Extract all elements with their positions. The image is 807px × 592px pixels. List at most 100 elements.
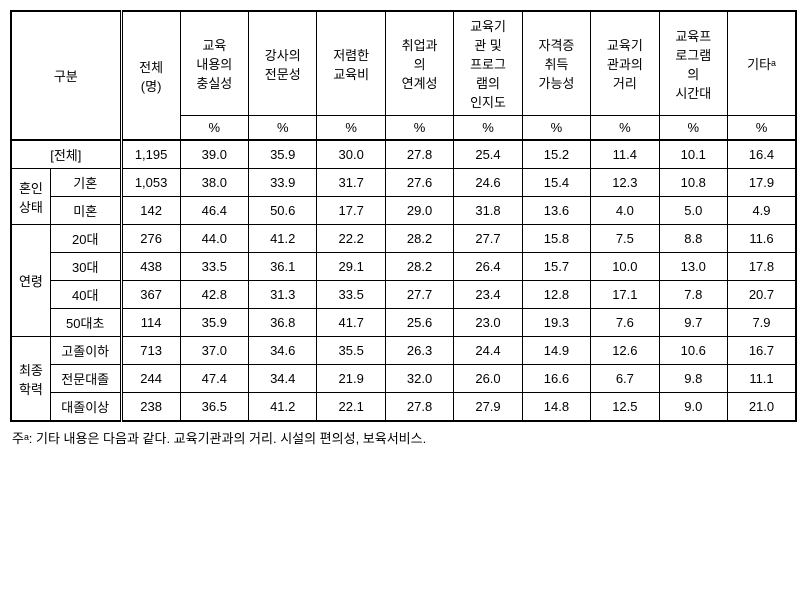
row-label: 20대	[50, 225, 121, 253]
row-label: 40대	[50, 281, 121, 309]
table-row: 30대43833.536.129.128.226.415.710.013.017…	[11, 253, 796, 281]
table-row: [전체]1,19539.035.930.027.825.415.211.410.…	[11, 140, 796, 169]
data-table: 구분 전체 (명) 교육 내용의 충실성 강사의 전문성 저렴한 교육비 취업과…	[10, 10, 797, 422]
cell: 44.0	[180, 225, 248, 253]
cell: 27.6	[385, 169, 453, 197]
table-row: 40대36742.831.333.527.723.412.817.17.820.…	[11, 281, 796, 309]
cell: 46.4	[180, 197, 248, 225]
row-count: 238	[121, 393, 180, 422]
table-row: 미혼14246.450.617.729.031.813.64.05.04.9	[11, 197, 796, 225]
row-label: 50대초	[50, 309, 121, 337]
total-label: [전체]	[11, 140, 121, 169]
cell: 12.3	[591, 169, 659, 197]
header-col-6: 교육기 관과의 거리	[591, 11, 659, 116]
table-row: 50대초11435.936.841.725.623.019.37.69.77.9	[11, 309, 796, 337]
header-pct-7: %	[659, 116, 727, 141]
table-row: 전문대졸24447.434.421.932.026.016.66.79.811.…	[11, 365, 796, 393]
row-count: 367	[121, 281, 180, 309]
cell: 26.0	[454, 365, 522, 393]
cell: 11.1	[727, 365, 796, 393]
cell: 23.4	[454, 281, 522, 309]
cell: 33.5	[317, 281, 385, 309]
cell: 30.0	[317, 140, 385, 169]
cell: 17.1	[591, 281, 659, 309]
cell: 24.4	[454, 337, 522, 365]
table-row: 대졸이상23836.541.222.127.827.914.812.59.021…	[11, 393, 796, 422]
header-pct-3: %	[385, 116, 453, 141]
row-label: 기혼	[50, 169, 121, 197]
cell: 10.8	[659, 169, 727, 197]
header-pct-1: %	[249, 116, 317, 141]
cell: 7.8	[659, 281, 727, 309]
cell: 13.0	[659, 253, 727, 281]
cell: 17.9	[727, 169, 796, 197]
cell: 21.9	[317, 365, 385, 393]
cell: 42.8	[180, 281, 248, 309]
cell: 35.9	[249, 140, 317, 169]
header-col-1: 강사의 전문성	[249, 11, 317, 116]
table-row: 최종 학력고졸이하71337.034.635.526.324.414.912.6…	[11, 337, 796, 365]
cell: 29.1	[317, 253, 385, 281]
cell: 7.5	[591, 225, 659, 253]
cell: 12.8	[522, 281, 590, 309]
total-count: 1,195	[121, 140, 180, 169]
cell: 7.6	[591, 309, 659, 337]
cell: 9.8	[659, 365, 727, 393]
header-col-4: 교육기 관 및 프로그 램의 인지도	[454, 11, 522, 116]
row-count: 244	[121, 365, 180, 393]
table-row: 연령20대27644.041.222.228.227.715.87.58.811…	[11, 225, 796, 253]
row-label: 30대	[50, 253, 121, 281]
cell: 15.8	[522, 225, 590, 253]
header-col-5: 자격증 취득 가능성	[522, 11, 590, 116]
header-col-8: 기타ᵃ	[727, 11, 796, 116]
table-row: 혼인 상태기혼1,05338.033.931.727.624.615.412.3…	[11, 169, 796, 197]
row-count: 1,053	[121, 169, 180, 197]
cell: 21.0	[727, 393, 796, 422]
cell: 33.9	[249, 169, 317, 197]
cell: 22.1	[317, 393, 385, 422]
cell: 23.0	[454, 309, 522, 337]
cell: 10.6	[659, 337, 727, 365]
cell: 4.0	[591, 197, 659, 225]
row-count: 713	[121, 337, 180, 365]
cell: 26.3	[385, 337, 453, 365]
cell: 10.1	[659, 140, 727, 169]
cell: 31.3	[249, 281, 317, 309]
cell: 6.7	[591, 365, 659, 393]
cell: 19.3	[522, 309, 590, 337]
cell: 13.6	[522, 197, 590, 225]
header-pct-2: %	[317, 116, 385, 141]
cell: 27.8	[385, 393, 453, 422]
cell: 25.6	[385, 309, 453, 337]
row-label: 전문대졸	[50, 365, 121, 393]
cell: 10.0	[591, 253, 659, 281]
header-pct-5: %	[522, 116, 590, 141]
row-label: 고졸이하	[50, 337, 121, 365]
cell: 12.5	[591, 393, 659, 422]
row-count: 438	[121, 253, 180, 281]
cell: 11.4	[591, 140, 659, 169]
header-pct-6: %	[591, 116, 659, 141]
header-pct-8: %	[727, 116, 796, 141]
header-pct-4: %	[454, 116, 522, 141]
cell: 5.0	[659, 197, 727, 225]
cell: 41.7	[317, 309, 385, 337]
cell: 16.7	[727, 337, 796, 365]
row-label: 대졸이상	[50, 393, 121, 422]
cell: 22.2	[317, 225, 385, 253]
cell: 34.6	[249, 337, 317, 365]
cell: 17.8	[727, 253, 796, 281]
group-name: 혼인 상태	[11, 169, 50, 225]
group-name: 연령	[11, 225, 50, 337]
cell: 36.1	[249, 253, 317, 281]
cell: 28.2	[385, 253, 453, 281]
cell: 11.6	[727, 225, 796, 253]
cell: 31.8	[454, 197, 522, 225]
header-category: 구분	[11, 11, 121, 140]
cell: 47.4	[180, 365, 248, 393]
cell: 4.9	[727, 197, 796, 225]
footnote: 주ᵃ: 기타 내용은 다음과 같다. 교육기관과의 거리. 시설의 편의성, 보…	[10, 428, 797, 447]
cell: 33.5	[180, 253, 248, 281]
cell: 15.2	[522, 140, 590, 169]
cell: 17.7	[317, 197, 385, 225]
